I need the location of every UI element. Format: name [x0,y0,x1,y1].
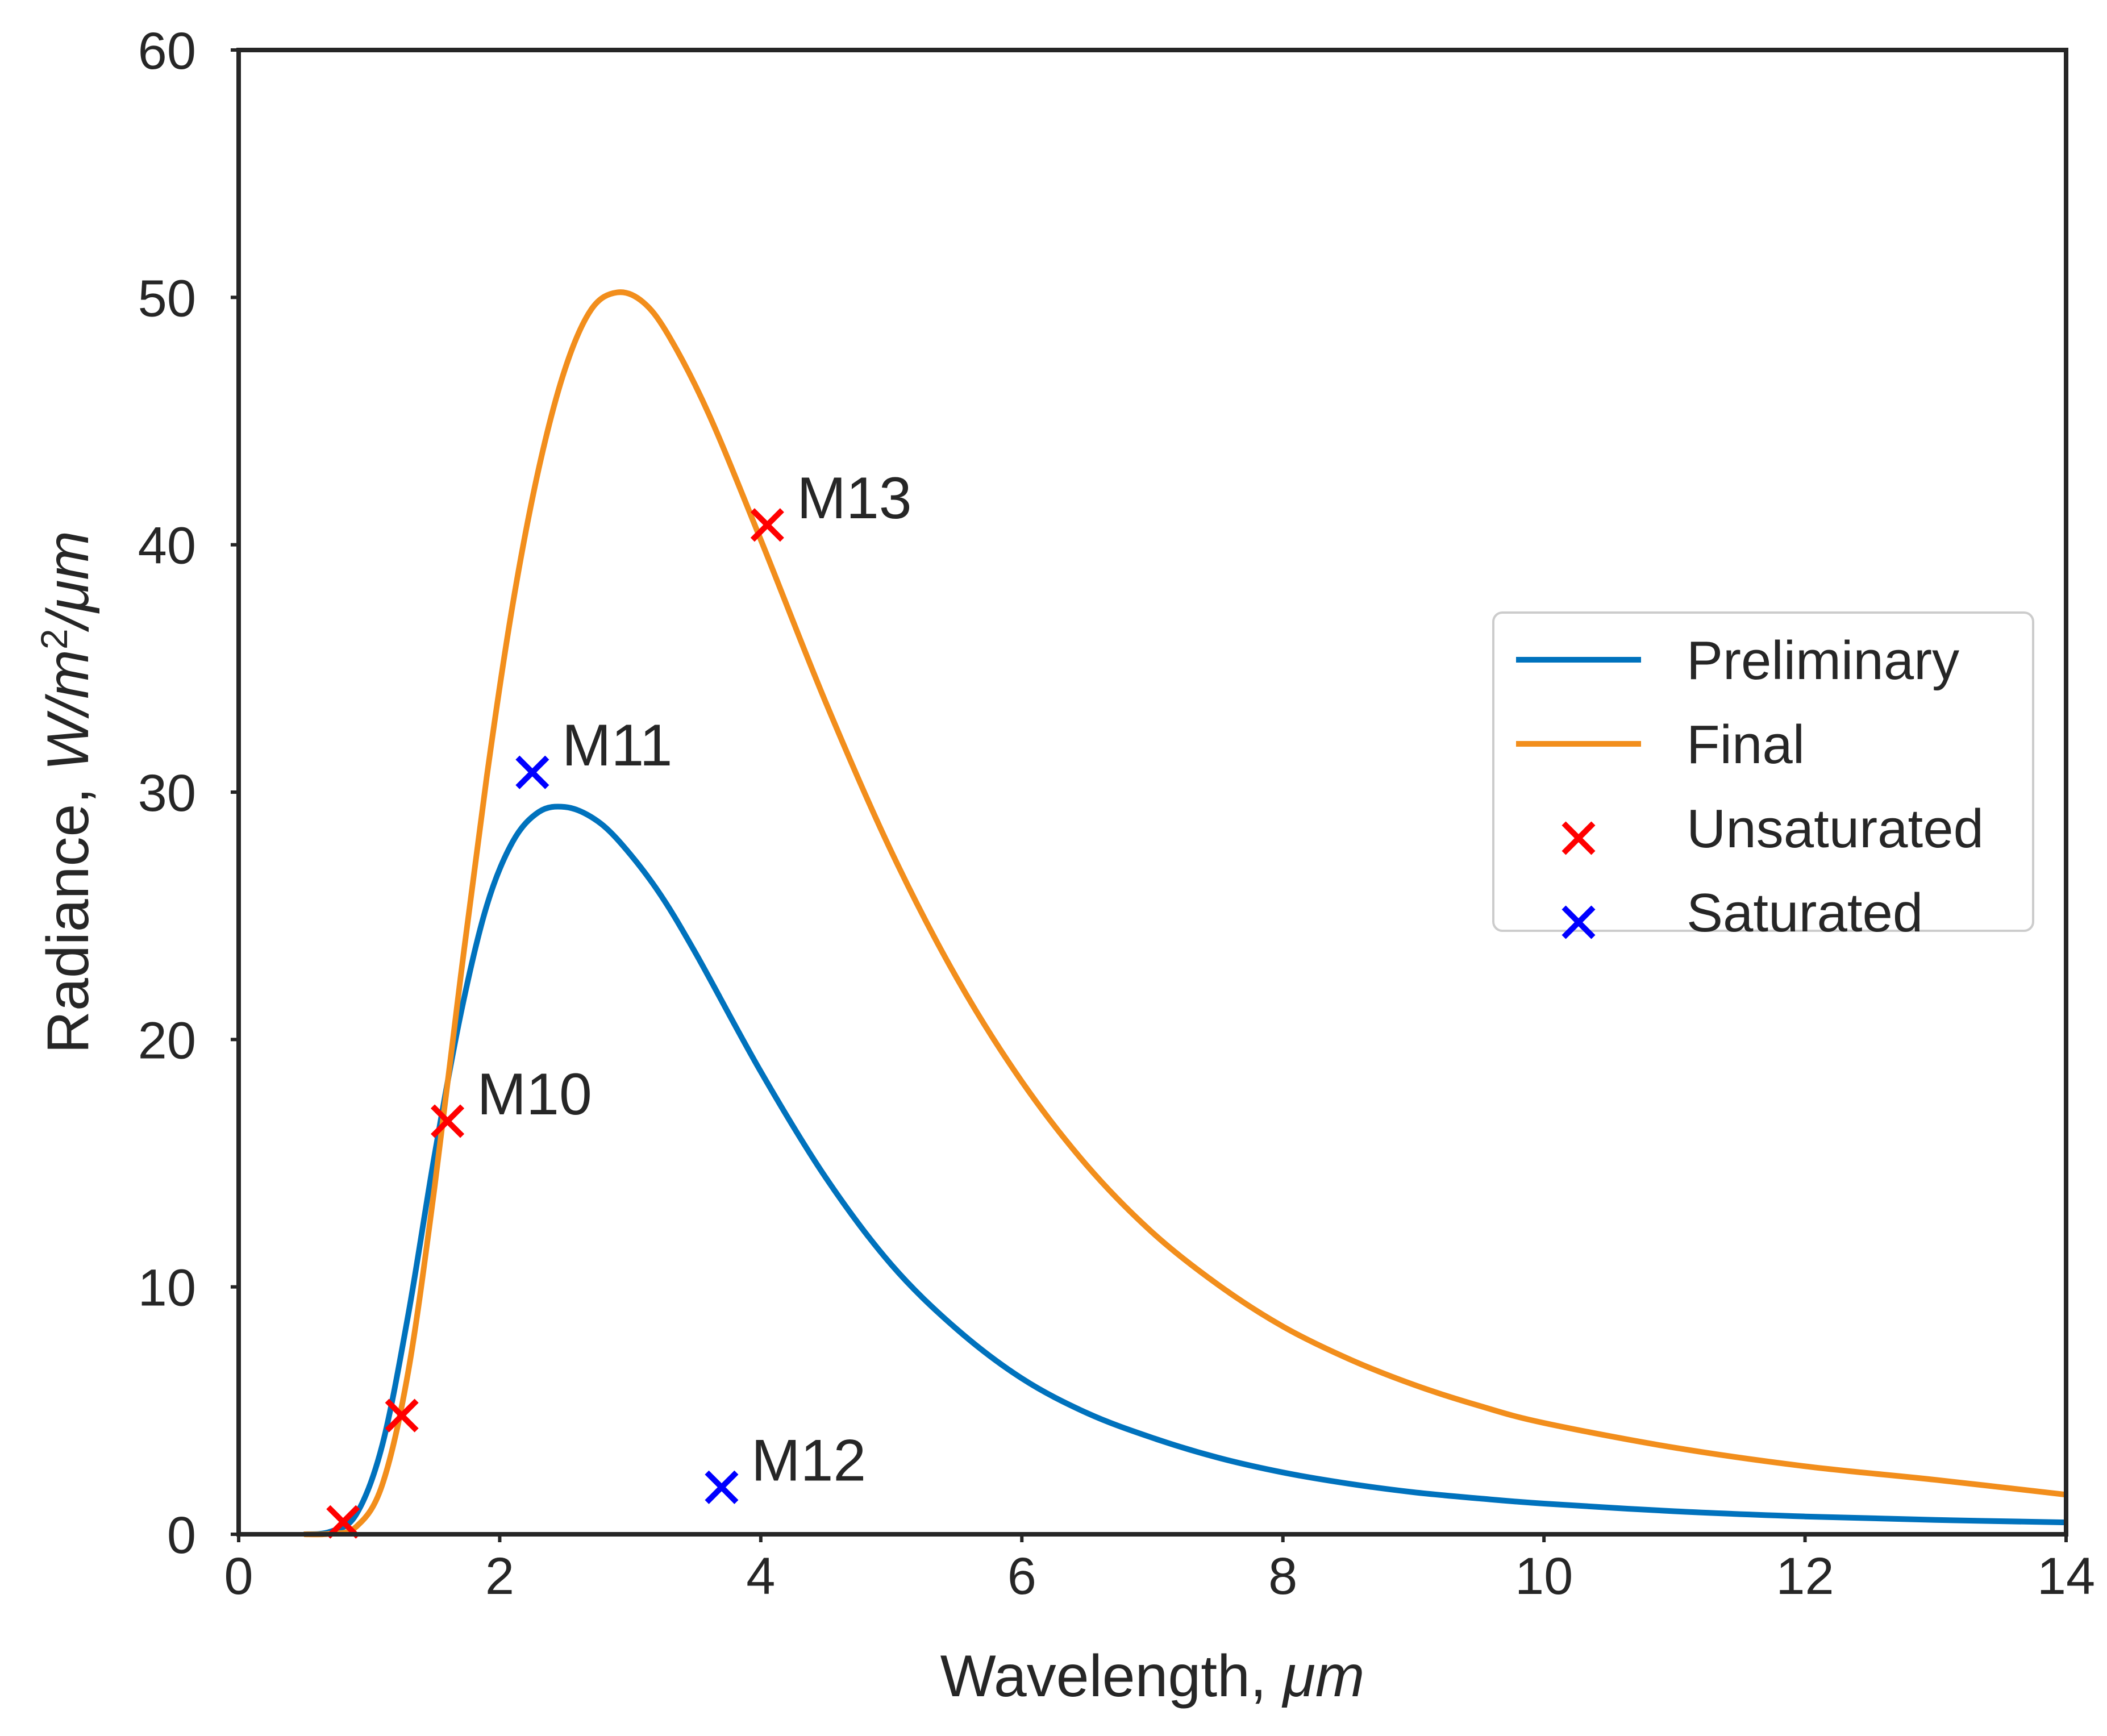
x-tick-label-6: 6 [1007,1547,1036,1605]
x-tick-label-0: 0 [224,1547,253,1605]
x-tick-label-14: 14 [2037,1547,2095,1605]
y-axis-label-exponent: 2 [33,628,75,650]
y-tick-label-0: 0 [167,1506,196,1564]
scatter-point-unsaturated-0-stroke-b [326,1505,360,1539]
scatter-point-saturated-1-stroke-b [705,1470,739,1504]
scatter-point-unsaturated-2 [431,1104,465,1138]
point-label-m10: M10 [477,1061,592,1127]
scatter-point-unsaturated-0 [326,1505,360,1539]
y-tick-label-60: 60 [138,22,196,80]
scatter-point-unsaturated-3 [750,508,784,542]
x-axis-label: Wavelength, μm [940,1643,1365,1709]
y-tick-label-40: 40 [138,517,196,575]
legend-swatch-saturated-stroke-b [1561,905,1596,939]
x-axis-label-text: Wavelength, [940,1643,1283,1709]
x-tick-labels: 0 2 4 6 8 10 12 14 [224,1534,2095,1605]
legend: Preliminary Final Unsaturated Saturated [1492,611,2034,943]
x-tick-label-12: 12 [1776,1547,1834,1605]
y-tick-labels: 0 10 20 30 40 50 60 [138,22,239,1564]
series-line-final [303,289,2067,1538]
legend-label-unsaturated: Unsaturated [1687,798,1984,859]
legend-swatch-unsaturated [1561,821,1596,855]
legend-box [1492,611,2034,932]
point-label-m13: M13 [797,465,911,531]
y-axis-label: Radiance, W/m2/μm [33,531,101,1054]
point-label-m12: M12 [751,1427,866,1493]
legend-swatch-saturated [1561,905,1596,939]
y-axis-label-unit: W/m [35,650,101,771]
y-axis-label-text: Radiance, [35,771,101,1054]
legend-label-saturated: Saturated [1687,882,1923,943]
legend-label-final: Final [1687,714,1805,775]
y-tick-label-30: 30 [138,764,196,822]
scatter-point-saturated-1 [705,1470,739,1504]
y-tick-label-50: 50 [138,269,196,327]
marker-layer: M10 M13 M11 M12 [326,465,912,1539]
y-tick-label-20: 20 [138,1011,196,1069]
x-tick-label-2: 2 [485,1547,514,1605]
scatter-point-unsaturated-3-stroke-b [750,508,784,542]
x-tick-label-4: 4 [746,1547,775,1605]
x-tick-label-8: 8 [1268,1547,1297,1605]
scatter-point-unsaturated-1-stroke-b [385,1398,419,1433]
scatter-point-unsaturated-1 [385,1398,419,1433]
y-axis-label-unit-tail: /μm [35,531,101,632]
x-axis-label-unit: μm [1281,1643,1365,1709]
point-label-m11: M11 [562,713,673,779]
scatter-point-unsaturated-2-stroke-b [431,1104,465,1138]
scatter-point-saturated-0 [515,755,549,789]
legend-swatch-unsaturated-stroke-b [1561,821,1596,855]
scatter-point-saturated-0-stroke-b [515,755,549,789]
x-tick-label-10: 10 [1515,1547,1573,1605]
y-tick-label-10: 10 [138,1259,196,1317]
legend-label-preliminary: Preliminary [1687,630,1959,691]
